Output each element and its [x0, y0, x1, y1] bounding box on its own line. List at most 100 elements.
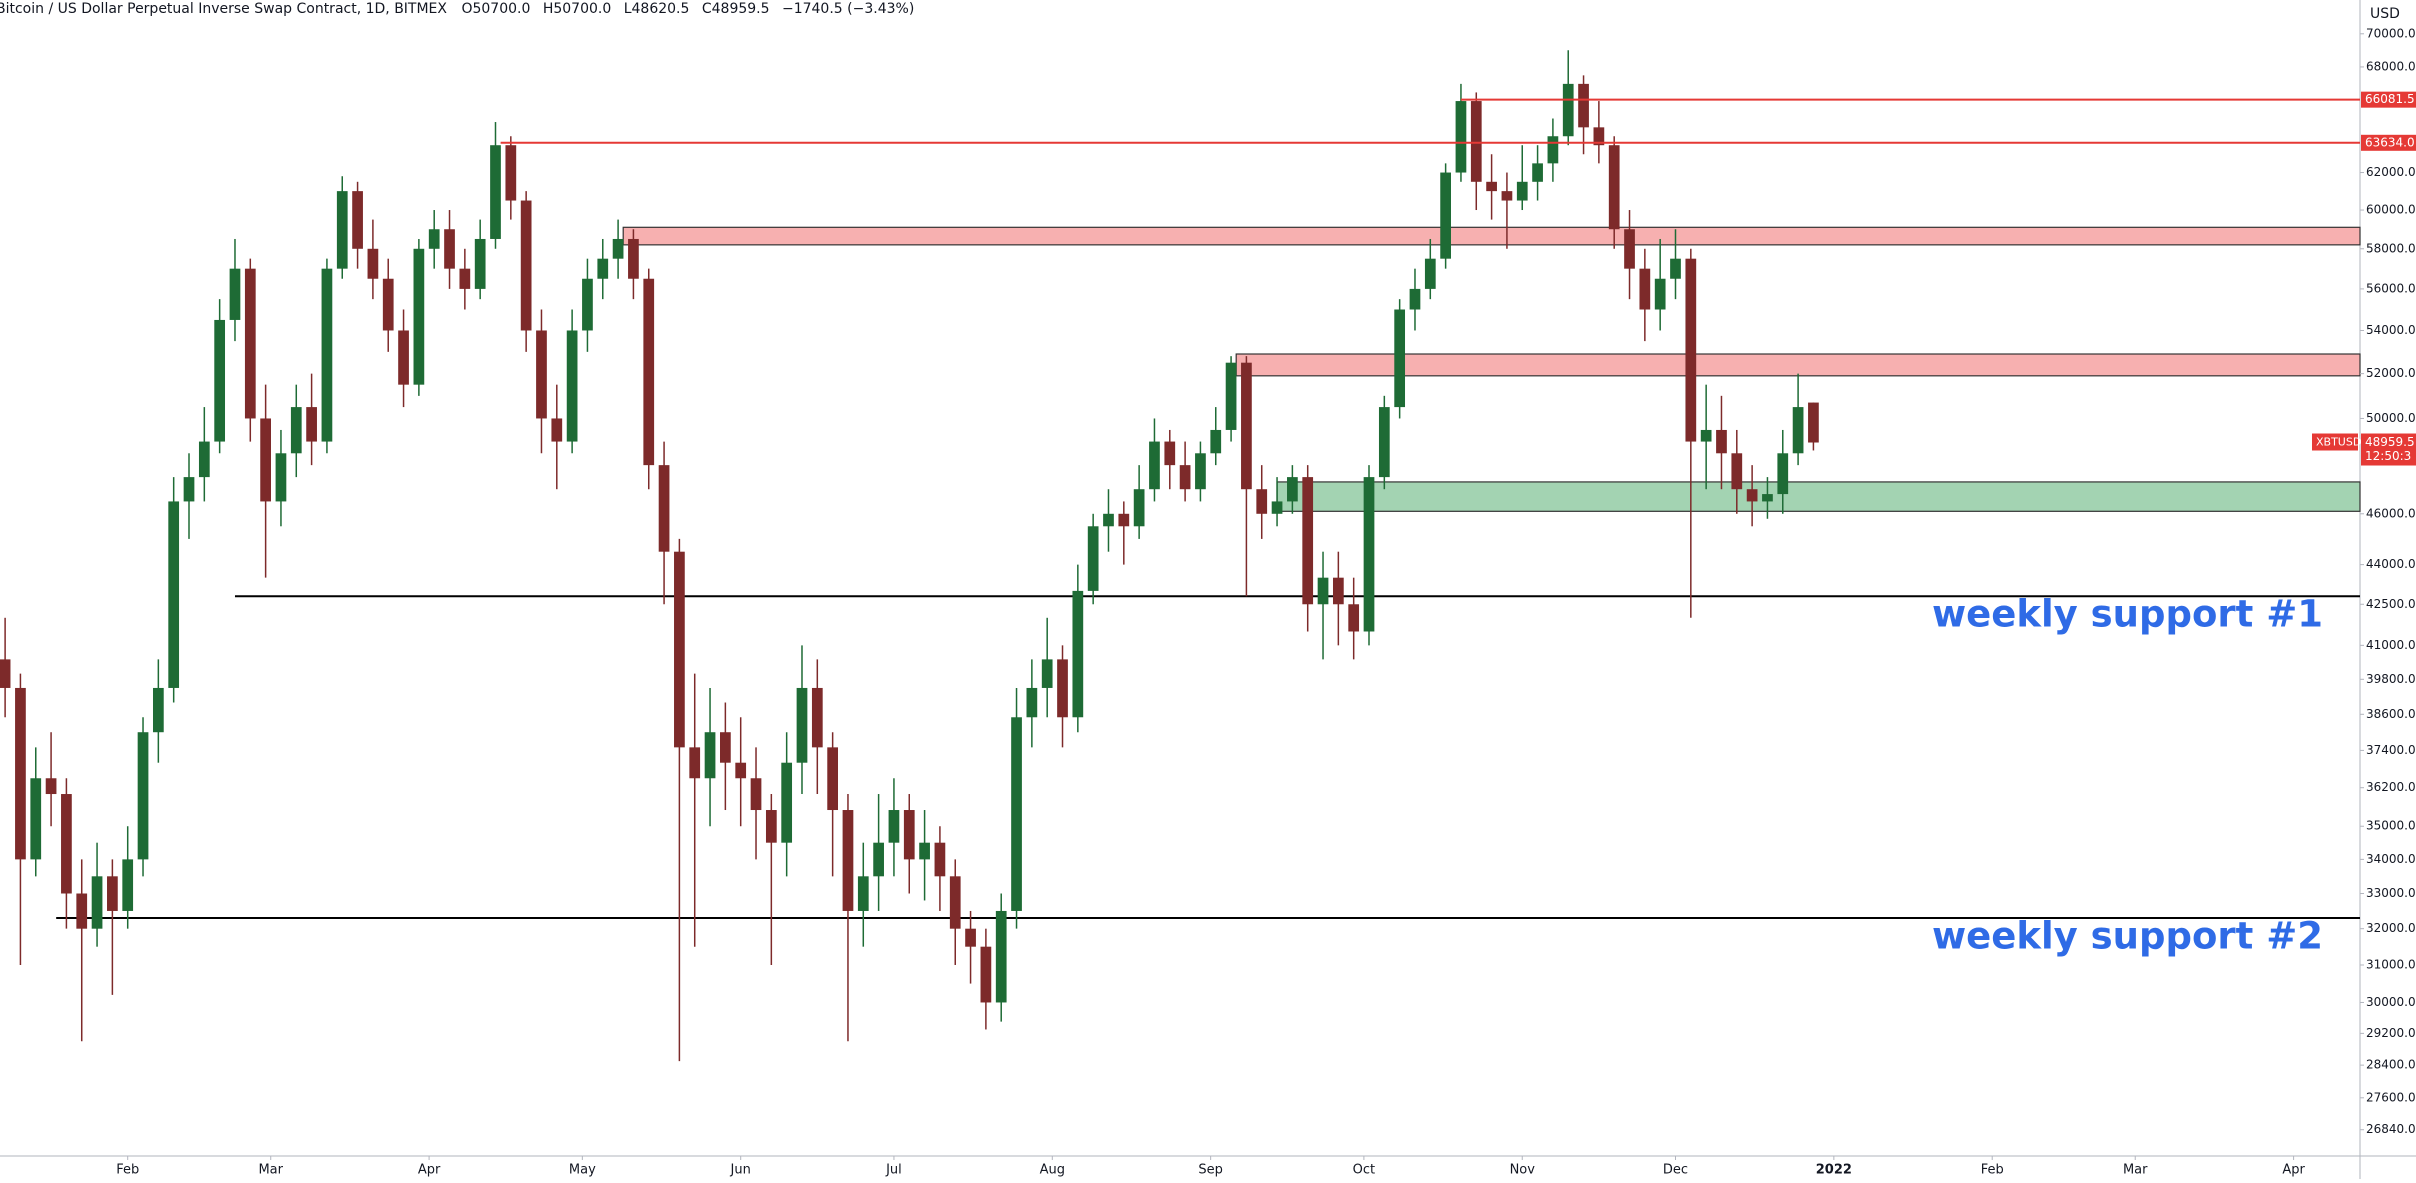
candle-body	[61, 794, 72, 894]
candle-body	[536, 330, 547, 419]
candle-body	[1164, 441, 1176, 466]
level-price-label: 63634.0	[2365, 135, 2415, 149]
candle-body	[275, 453, 287, 502]
x-tick-label: Aug	[1040, 1163, 1065, 1178]
header-title: Bitcoin / US Dollar Perpetual Inverse Sw…	[0, 1, 447, 17]
candle-body	[1777, 453, 1789, 495]
candle-body	[1149, 441, 1160, 490]
candle-body	[214, 319, 226, 442]
candle-body	[398, 330, 409, 385]
candle-body	[1762, 494, 1773, 502]
candle-body	[1654, 278, 1666, 310]
candle-body	[336, 191, 348, 269]
x-tick-label: Oct	[1353, 1163, 1375, 1178]
candle-body	[857, 876, 869, 911]
currency-label: USD	[2370, 6, 2400, 22]
y-tick-label: 31000.0	[2366, 957, 2416, 971]
y-tick-label: 58000.0	[2366, 241, 2416, 255]
y-tick-label: 60000.0	[2366, 203, 2416, 217]
candle-body	[168, 501, 180, 688]
candle-body	[827, 747, 839, 811]
y-tick-label: 50000.0	[2366, 411, 2416, 425]
candle-body	[1394, 309, 1406, 408]
candle-body	[750, 778, 762, 811]
y-tick-label: 41000.0	[2366, 638, 2416, 652]
candle-body	[765, 810, 777, 843]
y-tick-label: 36200.0	[2366, 780, 2416, 794]
candle-body	[1792, 407, 1804, 454]
level-price-tag	[2361, 91, 2416, 108]
x-tick-label: May	[569, 1163, 596, 1178]
y-tick-label: 46000.0	[2366, 506, 2416, 520]
candle-body	[1639, 268, 1651, 310]
candle-body	[306, 407, 317, 442]
support-label: weekly support #2	[1932, 915, 2323, 958]
candle-body	[995, 910, 1007, 1003]
candle-body	[444, 229, 455, 269]
candle-body	[980, 946, 992, 1003]
candle-body	[566, 330, 578, 442]
candle-body	[1225, 362, 1237, 430]
candle-body	[15, 687, 26, 860]
candle-body	[1547, 136, 1559, 164]
candle-body	[1593, 127, 1605, 146]
candle-body	[658, 465, 670, 552]
y-tick-label: 62000.0	[2366, 165, 2416, 179]
candle-body	[720, 732, 731, 763]
zone	[622, 226, 2361, 246]
candle-body	[1271, 501, 1283, 514]
header-close: C48959.5	[702, 1, 770, 17]
header-high: H50700.0	[543, 1, 611, 17]
symbol-tag: XBTUSD	[2316, 436, 2361, 449]
candle-body	[459, 268, 471, 289]
y-tick-label: 30000.0	[2366, 995, 2416, 1009]
y-tick-label: 28400.0	[2366, 1058, 2416, 1072]
candle-body	[1363, 477, 1375, 632]
candle-body	[1808, 402, 1819, 443]
candle-body	[888, 810, 900, 843]
candle-body	[597, 258, 609, 279]
candle-body	[1440, 172, 1451, 259]
candle-body	[1103, 513, 1114, 527]
y-tick-label: 26840.0	[2366, 1122, 2416, 1136]
y-tick-label: 35000.0	[2366, 819, 2416, 833]
candle-body	[1532, 163, 1543, 182]
candle-body	[1731, 453, 1743, 490]
candle-body	[45, 778, 57, 795]
candle-body	[413, 248, 425, 385]
candle-body	[674, 551, 685, 748]
candle-body	[1501, 191, 1513, 201]
candle-body	[183, 477, 195, 502]
x-tick-label: 2022	[1816, 1163, 1852, 1178]
y-tick-label: 32000.0	[2366, 921, 2416, 935]
level-price-label: 66081.5	[2365, 92, 2415, 106]
candle-body	[689, 747, 701, 779]
candle-body	[1409, 288, 1421, 310]
candle-body	[965, 928, 976, 947]
candle-body	[474, 238, 486, 289]
candle-body	[490, 145, 501, 239]
candle-body	[0, 659, 11, 688]
candle-body	[229, 268, 241, 320]
y-tick-label: 44000.0	[2366, 557, 2416, 571]
candle-body	[551, 418, 563, 442]
candle-body	[1424, 258, 1436, 289]
candle-body	[1041, 659, 1053, 688]
x-tick-label: Jul	[885, 1163, 902, 1178]
candle-body	[1287, 477, 1298, 502]
candle-body	[903, 810, 915, 860]
y-tick-label: 38600.0	[2366, 707, 2416, 721]
candle-body	[122, 859, 134, 911]
candle-body	[352, 191, 363, 249]
candle-body	[1179, 465, 1191, 490]
candle-body	[934, 842, 946, 877]
candle-body	[198, 441, 210, 478]
candle-body	[1348, 604, 1360, 632]
y-tick-label: 54000.0	[2366, 323, 2416, 337]
x-tick-label: Mar	[2123, 1163, 2148, 1178]
candle-body	[1256, 489, 1268, 514]
x-tick-label: Jun	[730, 1163, 751, 1178]
candle-body	[643, 278, 655, 466]
candle-body	[260, 418, 271, 502]
y-tick-label: 37400.0	[2366, 743, 2416, 757]
